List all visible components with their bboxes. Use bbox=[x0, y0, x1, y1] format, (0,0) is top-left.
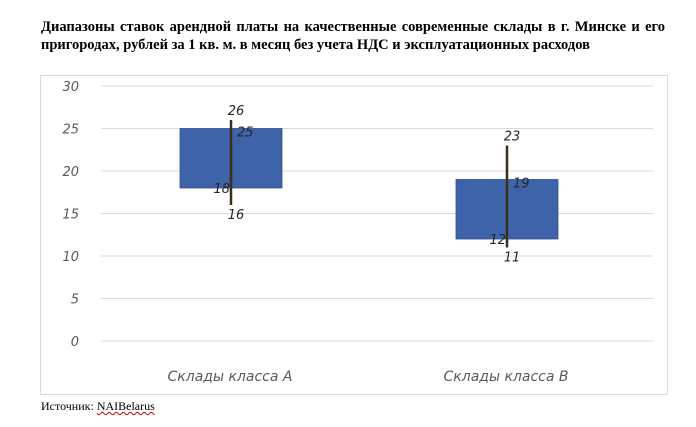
y-tick-label-20: 20 bbox=[62, 165, 79, 180]
data-label-high-1: 25 bbox=[237, 126, 254, 141]
data-label-low-1: 18 bbox=[213, 182, 230, 197]
y-tick-label-10: 10 bbox=[62, 250, 79, 265]
y-tick-label-0: 0 bbox=[71, 335, 79, 350]
x-category-label-1: Склады класса A bbox=[168, 369, 293, 385]
x-category-label-2: Склады класса B bbox=[444, 369, 569, 385]
y-tick-label-25: 25 bbox=[62, 123, 79, 138]
y-tick-label-5: 5 bbox=[71, 293, 79, 308]
data-label-high-2: 19 bbox=[513, 177, 530, 192]
y-tick-label-15: 15 bbox=[62, 208, 79, 223]
chart-area: 0 5 10 15 20 25 30 26 16 25 18 Склады класса A 23 11 1… bbox=[40, 75, 668, 395]
source-prefix: Источник: bbox=[41, 399, 97, 413]
data-label-max-1: 26 bbox=[228, 104, 245, 119]
data-label-max-2: 23 bbox=[504, 130, 521, 145]
source-name: NAIBelarus bbox=[96, 399, 155, 413]
source-note: Источник: NAIBelarus bbox=[41, 399, 155, 414]
data-label-min-2: 11 bbox=[504, 251, 521, 266]
data-label-low-2: 12 bbox=[489, 233, 506, 248]
chart-svg: 0 5 10 15 20 25 30 26 16 25 18 Склады класса A 23 11 1… bbox=[62, 80, 653, 385]
chart-title: Диапазоны ставок арендной платы на качес… bbox=[41, 19, 665, 53]
y-tick-label-30: 30 bbox=[62, 80, 79, 95]
data-label-min-1: 16 bbox=[228, 208, 245, 223]
